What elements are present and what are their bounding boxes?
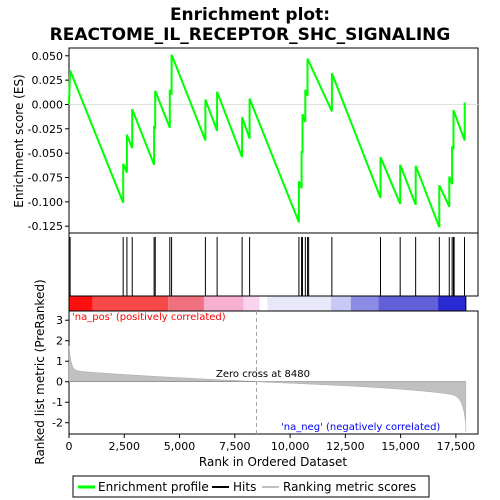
legend-label-hits: Hits [233, 480, 256, 494]
ranking-color-bar [68, 295, 467, 312]
es-y-tick-label: -0.025 [28, 123, 63, 136]
es-y-tick-label: -0.075 [28, 172, 63, 185]
x-tick-label: 17,500 [437, 440, 476, 453]
es-y-tick-label: 0.025 [32, 74, 64, 87]
color-bar-segment [330, 296, 351, 311]
color-bar-segment [350, 296, 379, 311]
hits-group [69, 237, 466, 296]
metric-y-tick-label: -1 [52, 396, 63, 409]
x-tick-label: 2,500 [109, 440, 141, 453]
negative-correlation-label: 'na_neg' (negatively correlated) [281, 422, 440, 433]
zero-cross-label: Zero cross at 8480 [216, 369, 310, 380]
chart-title: Enrichment plot: [170, 5, 330, 25]
color-bar-segment [243, 296, 260, 311]
metric-y-tick-label: -2 [52, 417, 63, 430]
color-bar-segment [69, 296, 93, 311]
x-tick-label: 10,000 [271, 440, 310, 453]
metric-y-tick-label: 1 [56, 355, 63, 368]
x-tick-label: 12,500 [326, 440, 365, 453]
x-tick-label: 5,000 [164, 440, 196, 453]
metric-y-axis-label: Ranked list metric (PreRanked) [33, 279, 47, 464]
x-axis-label: Rank in Ordered Dataset [199, 455, 347, 469]
es-y-tick-label: 0.050 [32, 50, 64, 63]
x-tick-label: 0 [66, 440, 73, 453]
es-y-tick-label: -0.125 [28, 220, 63, 233]
color-bar-segment [378, 296, 439, 311]
color-bar-segment [92, 296, 169, 311]
legend-label-ranking-metric: Ranking metric scores [283, 480, 416, 494]
x-tick-label: 15,000 [381, 440, 420, 453]
es-y-axis: 0.050 0.025 0.000 -0.025 -0.050 -0.075 -0.100 -… [28, 50, 69, 233]
color-bar-segment [259, 296, 268, 311]
color-bar-segment [438, 296, 466, 311]
positive-correlation-label: 'na_pos' (positively correlated) [72, 312, 226, 323]
metric-y-tick-label: 0 [56, 376, 63, 389]
x-axis: 0 2,500 5,000 7,500 10,000 12,500 15,000 17,500 [66, 434, 476, 453]
metric-panel-frame [68, 310, 479, 435]
es-y-tick-label: -0.100 [28, 196, 63, 209]
metric-y-tick-label: 2 [56, 335, 63, 348]
legend-box [72, 475, 430, 498]
es-y-tick-label: 0.000 [32, 98, 64, 111]
legend: Enrichment profile Hits Ranking metric s… [72, 475, 430, 498]
hits-panel-frame [68, 232, 479, 297]
x-tick-label: 7,500 [219, 440, 251, 453]
color-bar-segment [203, 296, 244, 311]
color-bar-segment [168, 296, 204, 311]
chart-subtitle: REACTOME_IL_RECEPTOR_SHC_SIGNALING [50, 25, 451, 45]
color-bar-segment [267, 296, 331, 311]
enrichment-profile-line [68, 54, 466, 228]
metric-y-tick-label: 3 [56, 314, 63, 327]
metric-y-axis: 3 2 1 0 -1 -2 [52, 314, 69, 430]
es-y-tick-label: -0.050 [28, 147, 63, 160]
ranking-metric-area [68, 345, 467, 432]
legend-label-enrichment-profile: Enrichment profile [98, 480, 209, 494]
es-y-axis-label: Enrichment score (ES) [12, 74, 26, 207]
es-panel-frame [68, 47, 479, 234]
